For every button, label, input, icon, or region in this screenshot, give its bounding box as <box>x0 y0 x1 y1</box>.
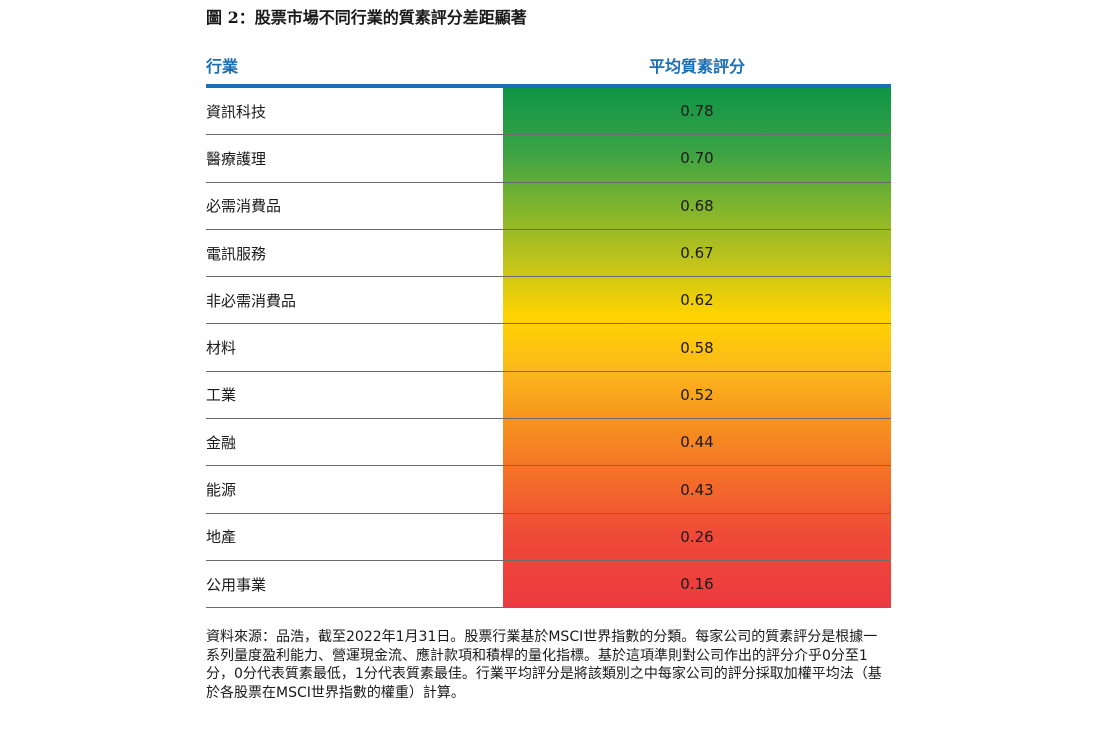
score-value: 0.67 <box>680 244 714 263</box>
score-value: 0.16 <box>680 575 714 594</box>
sector-label: 材料 <box>206 339 237 358</box>
source-note: 資料來源：品浩，截至2022年1月31日。股票行業基於MSCI世界指數的分類。每… <box>206 629 882 701</box>
sector-label: 能源 <box>206 481 237 500</box>
header-score: 平均質素評分 <box>648 57 745 76</box>
header-sector: 行業 <box>206 57 239 76</box>
sector-label: 非必需消費品 <box>206 291 297 310</box>
table-row: 材料 0.58 <box>206 324 891 372</box>
quality-score-table: 行業 平均質素評分 資訊科技 0.78 醫療護理 0.70 必需消費品 0.68 電訊服務 0… <box>206 50 891 609</box>
sector-label: 工業 <box>206 386 237 405</box>
sector-label: 地產 <box>206 528 237 547</box>
score-value: 0.78 <box>680 102 714 121</box>
table-row: 醫療護理 0.70 <box>206 135 891 183</box>
score-gradient <box>503 88 891 609</box>
table-row: 金融 0.44 <box>206 419 891 467</box>
score-value: 0.44 <box>680 433 714 452</box>
sector-label: 醫療護理 <box>206 149 267 168</box>
sector-label: 資訊科技 <box>206 102 267 121</box>
score-value: 0.70 <box>680 149 714 168</box>
score-value: 0.58 <box>680 338 714 357</box>
table-row: 公用事業 0.16 <box>206 561 891 609</box>
score-value: 0.68 <box>680 196 714 215</box>
table-header: 行業 平均質素評分 <box>206 50 891 88</box>
table-row: 地產 0.26 <box>206 514 891 561</box>
score-value: 0.26 <box>680 527 714 546</box>
table-row: 資訊科技 0.78 <box>206 88 891 136</box>
score-value: 0.62 <box>680 291 714 310</box>
table-row: 工業 0.52 <box>206 372 891 420</box>
sector-label: 金融 <box>206 433 237 452</box>
figure-title: 圖 2：股票市場不同行業的質素評分差距顯著 <box>206 8 527 27</box>
score-value: 0.43 <box>680 480 714 499</box>
table-body: 資訊科技 0.78 醫療護理 0.70 必需消費品 0.68 電訊服務 0.67 非必需消費品 0… <box>206 88 891 609</box>
sector-label: 必需消費品 <box>206 197 282 216</box>
table-row: 能源 0.43 <box>206 466 891 514</box>
sector-label: 公用事業 <box>206 575 267 594</box>
score-value: 0.52 <box>680 385 714 404</box>
table-row: 電訊服務 0.67 <box>206 230 891 278</box>
table-row: 非必需消費品 0.62 <box>206 277 891 325</box>
table-row: 必需消費品 0.68 <box>206 183 891 230</box>
sector-label: 電訊服務 <box>206 244 267 263</box>
